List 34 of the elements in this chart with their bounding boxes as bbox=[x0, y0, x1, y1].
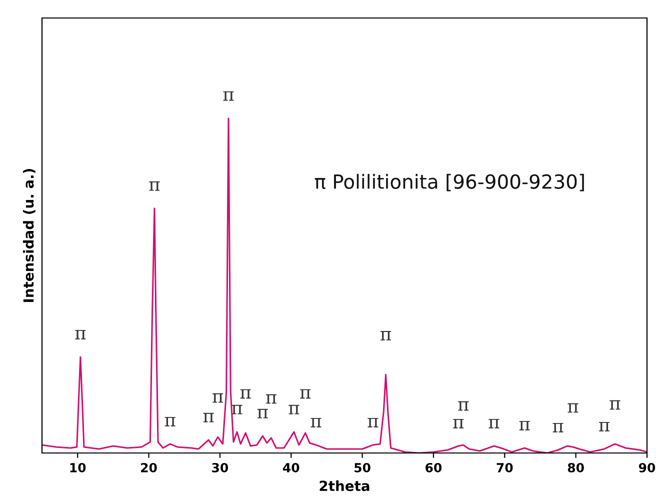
x-axis-title: 2theta bbox=[320, 480, 370, 492]
annotation: π bbox=[223, 91, 234, 101]
annotation: π bbox=[212, 393, 224, 403]
x-tick-label: 60 bbox=[426, 462, 442, 472]
annotation: π bbox=[519, 420, 530, 430]
annotation: π bbox=[568, 403, 578, 413]
annotation: π bbox=[310, 418, 322, 428]
x-tick-label: 80 bbox=[568, 462, 584, 472]
x-tick-label: 70 bbox=[496, 462, 513, 472]
y-axis-title: Intensidad (u. a.) bbox=[23, 168, 36, 302]
x-tick-label: 10 bbox=[70, 462, 86, 472]
annotation: π bbox=[203, 412, 214, 422]
annotation: π bbox=[300, 389, 311, 399]
annotation: π bbox=[488, 418, 500, 428]
x-tick-label: 20 bbox=[141, 462, 157, 472]
annotation: π bbox=[368, 418, 378, 428]
x-tick-label: 90 bbox=[638, 462, 656, 472]
annotation: π bbox=[599, 422, 610, 432]
x-tick-label: 40 bbox=[282, 462, 300, 472]
annotation: π bbox=[266, 394, 276, 404]
annotation: π Polilitionita [96-900-9230] bbox=[314, 174, 584, 192]
x-tick-label: 30 bbox=[212, 462, 228, 472]
annotation: π bbox=[288, 404, 300, 414]
annotation: π bbox=[164, 416, 176, 426]
annotation: π bbox=[240, 389, 251, 399]
x-tick-label: 50 bbox=[354, 462, 370, 472]
annotation: π bbox=[75, 330, 86, 340]
annotation: π bbox=[552, 422, 564, 432]
annotation: π bbox=[257, 408, 268, 418]
annotation: π bbox=[458, 401, 469, 411]
annotation: π bbox=[610, 400, 620, 410]
annotation: π bbox=[380, 331, 392, 340]
annotation: π bbox=[453, 418, 464, 428]
annotation: π bbox=[149, 181, 160, 191]
